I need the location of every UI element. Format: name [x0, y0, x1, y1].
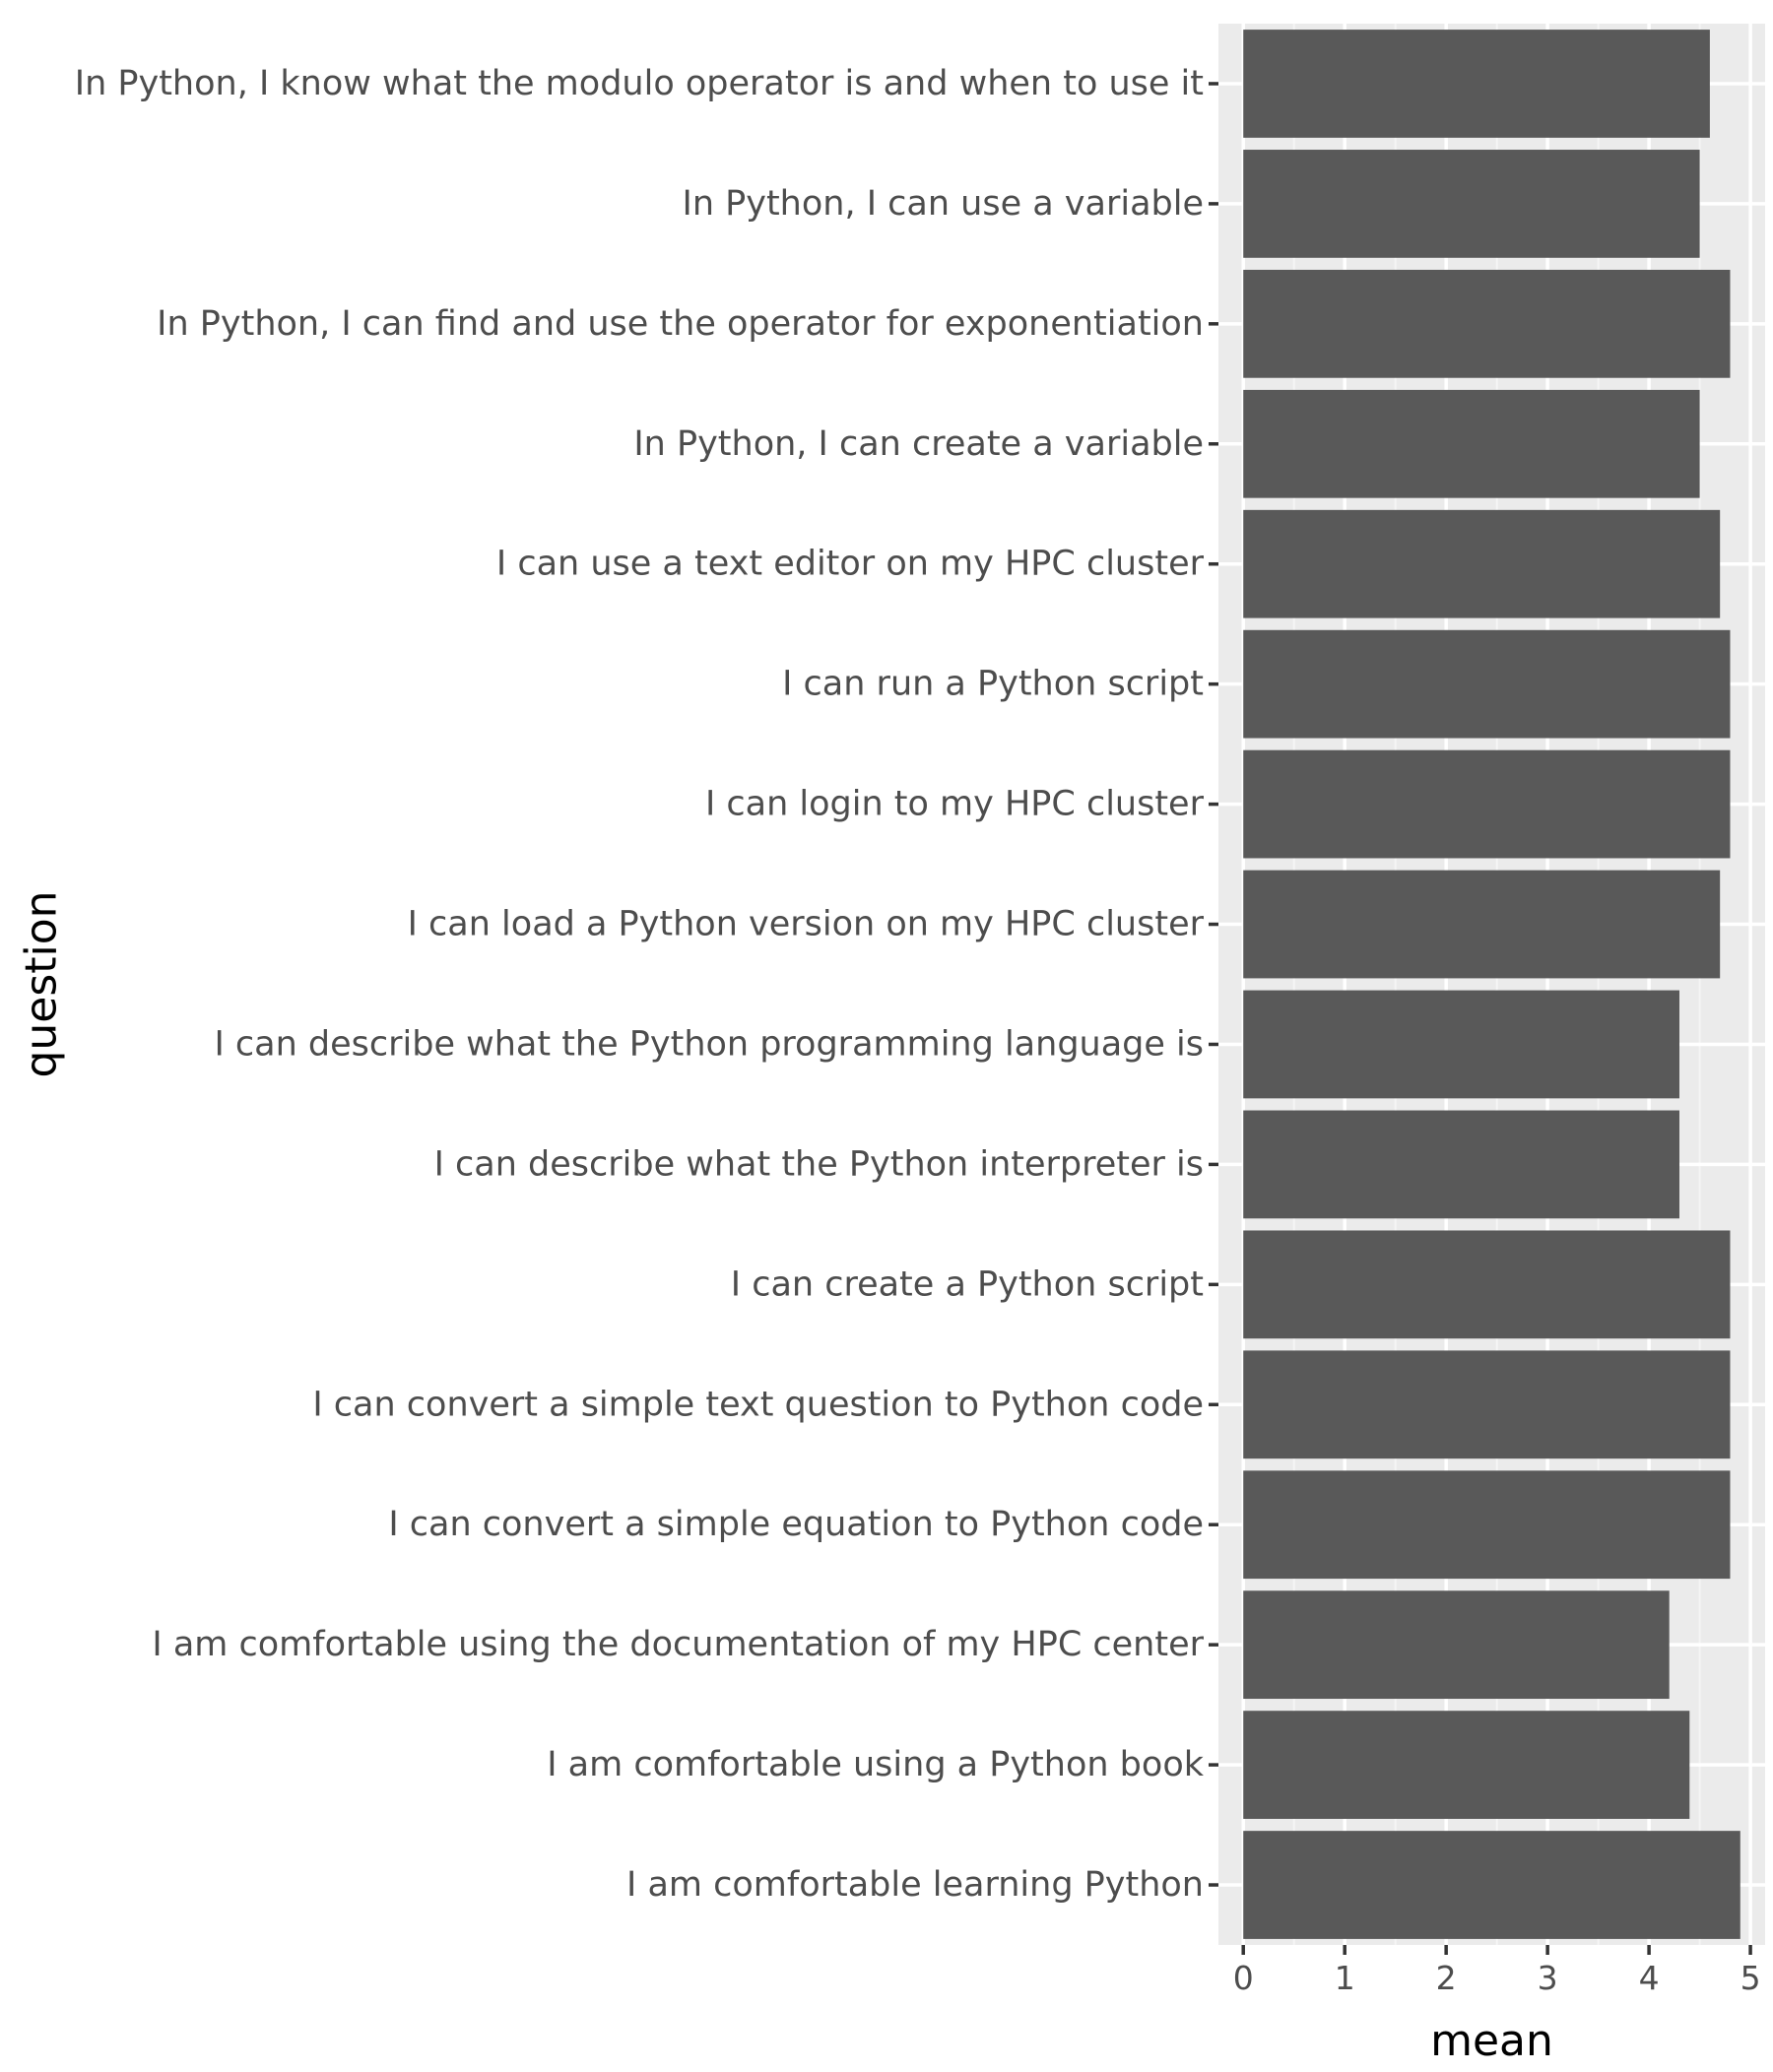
- bar: [1243, 150, 1700, 258]
- y-tick-label: In Python, I can use a variable: [683, 184, 1205, 224]
- x-axis-title: mean: [1430, 2016, 1553, 2066]
- bar: [1243, 1110, 1679, 1219]
- x-tick-label: 3: [1538, 1959, 1558, 1997]
- bar: [1243, 389, 1700, 498]
- x-tick-label: 4: [1639, 1959, 1660, 1997]
- bar: [1243, 629, 1731, 739]
- bars: [1243, 30, 1740, 1939]
- y-tick-label: I can describe what the Python programmi…: [214, 1024, 1204, 1064]
- bar: [1243, 1230, 1731, 1339]
- y-tick-label: I can create a Python script: [731, 1264, 1204, 1304]
- bar: [1243, 1711, 1690, 1819]
- y-tick-label: I can convert a simple text question to …: [312, 1385, 1204, 1424]
- bar: [1243, 1590, 1670, 1700]
- bar: [1243, 990, 1679, 1099]
- y-tick-label: I can login to my HPC cluster: [705, 785, 1205, 824]
- y-tick-label: I am comfortable using the documentation…: [152, 1625, 1204, 1664]
- y-tick-label: I can use a text editor on my HPC cluste…: [496, 545, 1205, 584]
- y-axis-title: question: [17, 890, 67, 1077]
- y-tick-label: In Python, I can find and use the operat…: [157, 304, 1204, 344]
- y-tick-label: I am comfortable learning Python: [626, 1865, 1204, 1905]
- y-tick-label: I can load a Python version on my HPC cl…: [408, 905, 1205, 944]
- bar: [1243, 509, 1721, 618]
- y-axis: In Python, I know what the modulo operat…: [75, 64, 1218, 1905]
- bar: [1243, 870, 1721, 979]
- x-tick-label: 0: [1233, 1959, 1254, 1997]
- bar: [1243, 1831, 1740, 1939]
- x-tick-label: 1: [1335, 1959, 1355, 1997]
- y-tick-label: In Python, I can create a variable: [633, 424, 1204, 464]
- x-tick-label: 2: [1436, 1959, 1457, 1997]
- y-tick-label: I am comfortable using a Python book: [547, 1745, 1204, 1784]
- x-axis: 0 1 2 3 4 5: [1233, 1945, 1761, 1997]
- y-tick-label: In Python, I know what the modulo operat…: [75, 64, 1204, 103]
- y-tick-label: I can describe what the Python interpret…: [434, 1144, 1204, 1184]
- y-tick-label: I can convert a simple equation to Pytho…: [388, 1505, 1204, 1544]
- bar: [1243, 30, 1710, 138]
- y-tick-label: I can run a Python script: [782, 665, 1204, 704]
- bar: [1243, 1470, 1731, 1580]
- bar: [1243, 269, 1731, 378]
- x-tick-label: 5: [1740, 1959, 1761, 1997]
- bar: [1243, 1350, 1731, 1459]
- bar: [1243, 749, 1731, 859]
